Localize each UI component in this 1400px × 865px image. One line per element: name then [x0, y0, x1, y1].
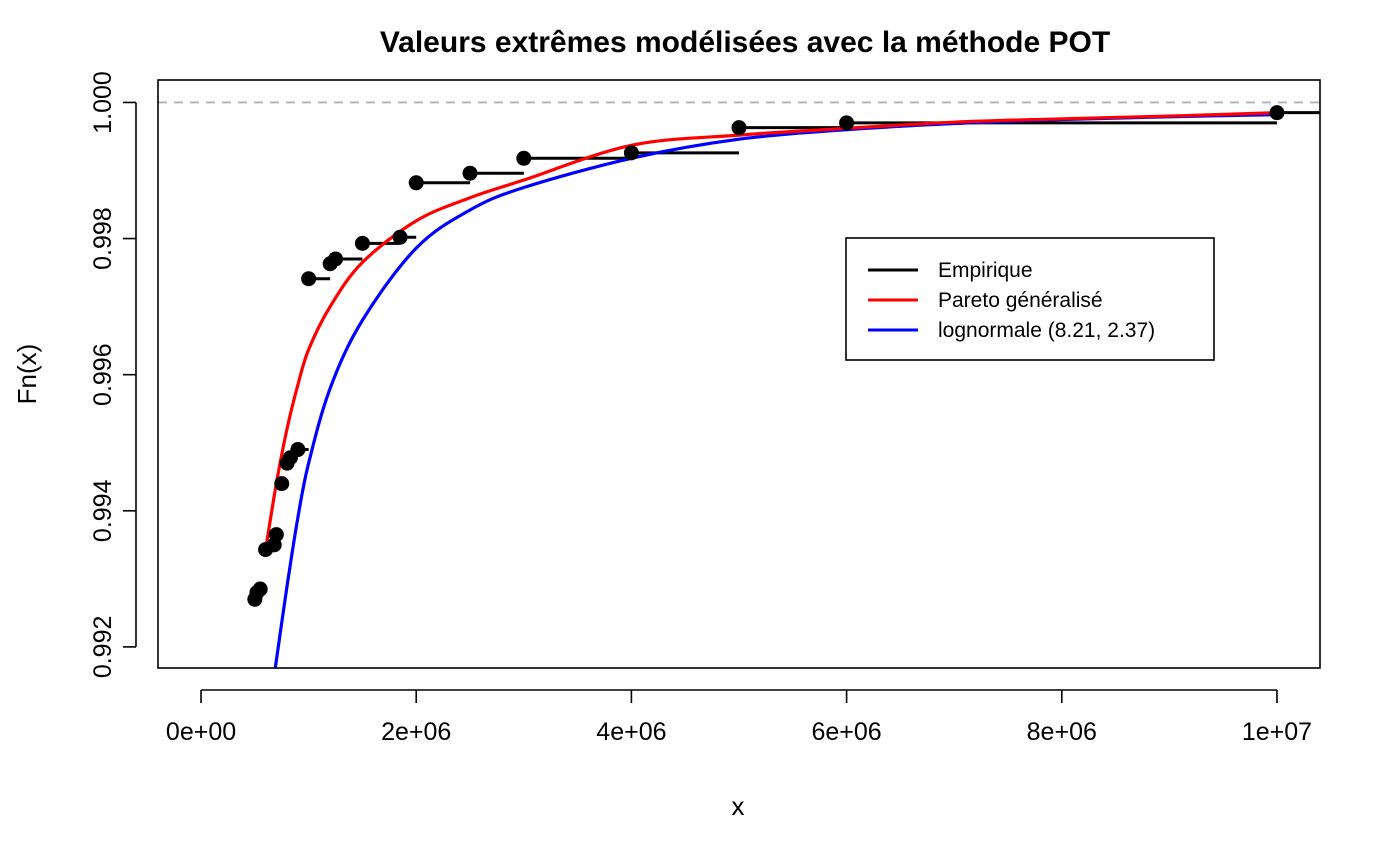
- plot-series-group: [247, 105, 1320, 668]
- legend-label: Empirique: [938, 259, 1033, 282]
- empirical-point: [301, 271, 317, 287]
- y-axis-label: Fn(x): [12, 344, 42, 405]
- legend-label: Pareto généralisé: [938, 289, 1103, 312]
- y-tick-label: 1.000: [89, 71, 117, 134]
- empirical-point: [516, 150, 532, 166]
- y-tick-label: 0.998: [89, 207, 117, 270]
- empirical-point: [328, 251, 344, 267]
- legend: Empirique Pareto généralisé lognormale (8.…: [845, 237, 1215, 361]
- empirical-point: [392, 229, 408, 245]
- x-tick-label: 2e+06: [381, 718, 451, 746]
- empirical-point: [268, 527, 284, 543]
- legend-label: lognormale (8.21, 2.37): [938, 319, 1155, 342]
- x-tick-label: 4e+06: [596, 718, 666, 746]
- empirical-point: [408, 175, 424, 191]
- x-tick-label: 8e+06: [1027, 718, 1097, 746]
- pareto-curve: [264, 111, 1278, 550]
- empirical-point: [274, 476, 290, 492]
- x-tick-label: 6e+06: [811, 718, 881, 746]
- empirical-point: [1269, 105, 1285, 121]
- plot-area: 0e+00 2e+06 4e+06 6e+06 8e+06 1e+07 0.992 0.994…: [89, 71, 1321, 746]
- empirical-point: [462, 165, 478, 181]
- x-axis-label: x: [732, 791, 745, 821]
- y-tick-label: 0.992: [89, 616, 117, 679]
- lognormal-curve: [273, 113, 1277, 668]
- empirical-point: [731, 120, 747, 136]
- empirical-point: [623, 145, 639, 161]
- chart-title: Valeurs extrêmes modélisées avec la méth…: [380, 26, 1110, 59]
- empirical-point: [839, 115, 855, 131]
- empirical-point: [354, 235, 370, 251]
- empirical-point: [290, 442, 306, 458]
- x-tick-label: 0e+00: [166, 718, 236, 746]
- plot-frame: [157, 79, 1321, 669]
- x-tick-label: 1e+07: [1242, 718, 1312, 746]
- y-tick-label: 0.996: [89, 343, 117, 406]
- empirical-point: [252, 581, 268, 597]
- y-tick-label: 0.994: [89, 479, 117, 542]
